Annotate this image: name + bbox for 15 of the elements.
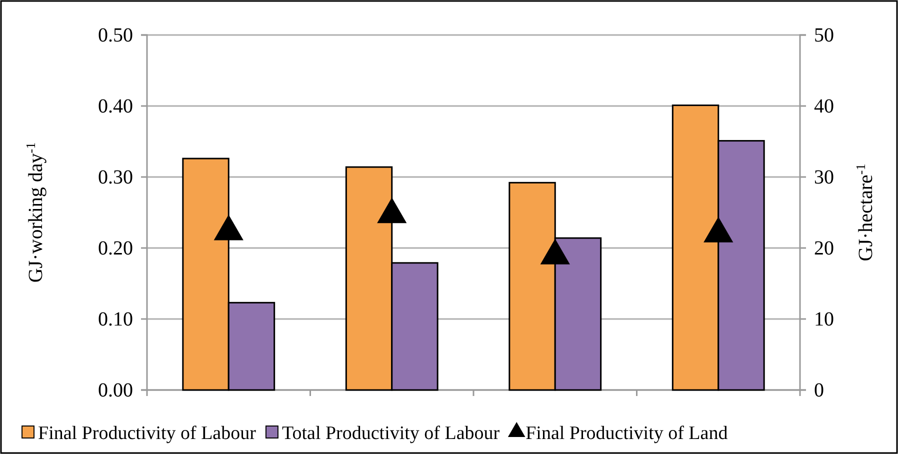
legend-label: Final Productivity of Labour — [38, 423, 257, 444]
y-tick-label: 0.10 — [98, 308, 133, 330]
y2-tick-label: 50 — [814, 24, 834, 46]
legend-label: Total Productivity of Labour — [282, 423, 500, 444]
y-tick-label: 0.00 — [98, 379, 133, 402]
y2-tick-label: 40 — [814, 95, 834, 118]
y-tick-label: 0.30 — [98, 166, 133, 188]
y2-tick-label: 30 — [814, 166, 834, 188]
y-tick-label: 0.50 — [98, 24, 133, 46]
y2-tick-label: 0 — [814, 379, 824, 402]
y2-tick-label: 10 — [814, 308, 834, 330]
y-tick-label: 0.20 — [98, 237, 133, 260]
legend-label: Final Productivity of Land — [526, 423, 728, 444]
y2-tick-label: 20 — [814, 237, 834, 260]
y-tick-label: 0.40 — [98, 95, 133, 118]
